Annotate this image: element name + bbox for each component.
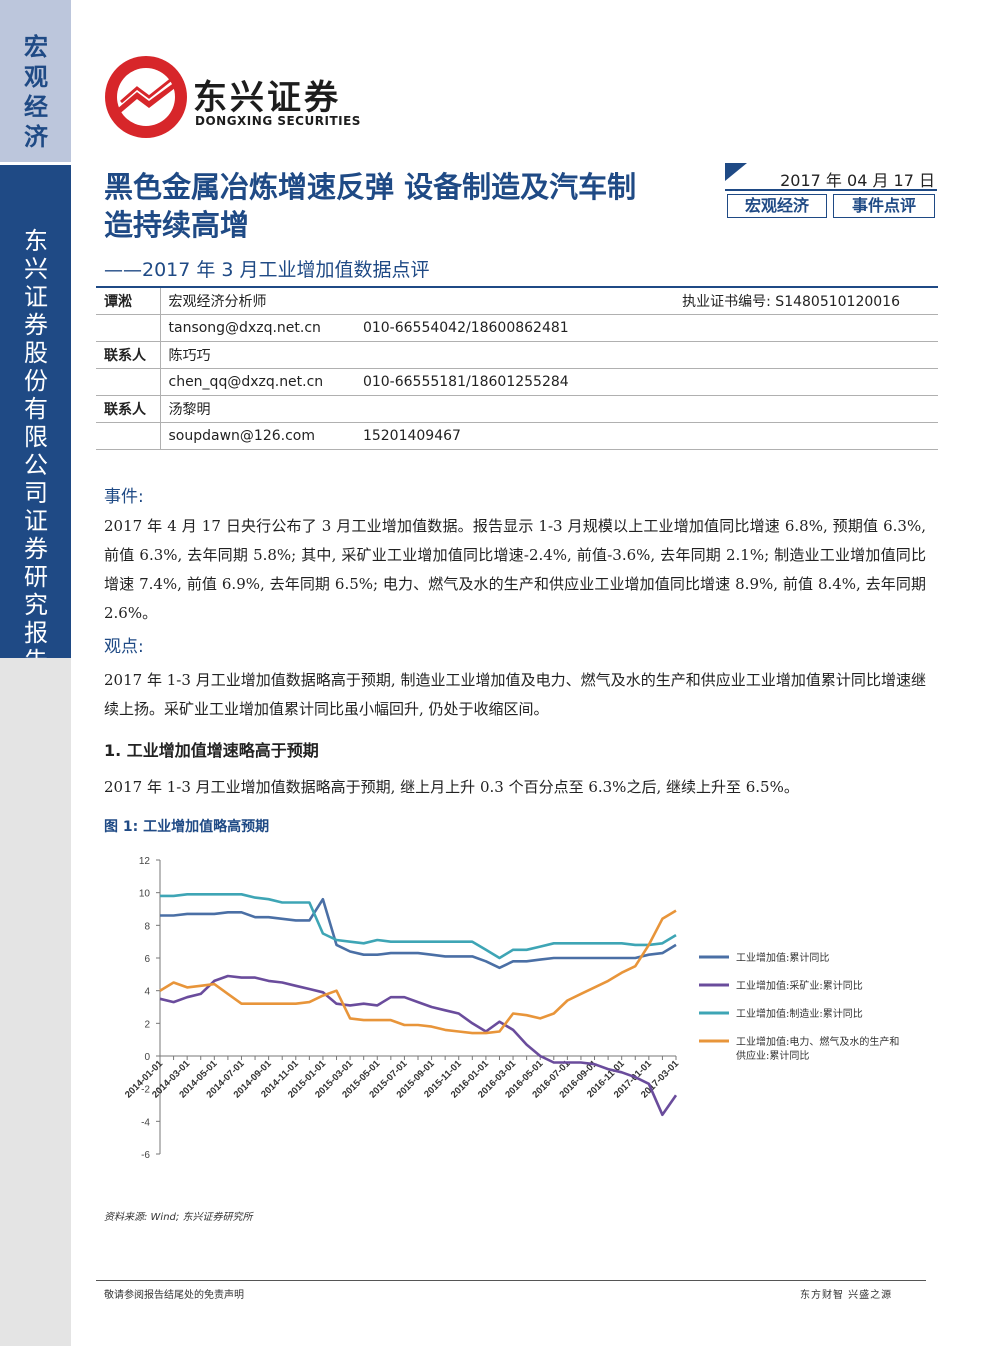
y-tick-label: -6 — [141, 1150, 150, 1161]
analyst-cert: 执业证书编号: S1480510120016 — [682, 293, 900, 310]
contact-detail-row: chen_qq@dxzq.net.cn 010-66555181/1860125… — [96, 368, 938, 396]
report-date: 2017 年 04 月 17 日 — [780, 171, 935, 190]
series-line — [159, 974, 678, 1117]
y-tick-label: 12 — [139, 856, 151, 867]
event-text: 2017 年 4 月 17 日央行公布了 3 月工业增加值数据。报告显示 1-3… — [104, 517, 926, 622]
side-category-band: 宏观经济 — [0, 0, 71, 162]
report-title: 黑色金属冶炼增速反弹 设备制造及汽车制造持续高增 — [104, 170, 637, 242]
section-heading: 1. 工业增加值增速略高于预期 — [104, 741, 319, 760]
y-tick-label: 8 — [144, 921, 150, 932]
date-corner-icon — [725, 163, 747, 181]
series-line — [160, 897, 677, 970]
contact-detail-row: soupdawn@126.com 15201409467 — [96, 422, 938, 450]
y-tick-label: 0 — [144, 1052, 150, 1063]
logo-emblem-icon — [105, 56, 187, 138]
logo-name: 东兴证券 — [193, 78, 341, 118]
chart-axes: -6-4-20246810122014-01-012014-03-012014-… — [123, 856, 682, 1161]
analyst-table: 谭淞 宏观经济分析师 执业证书编号: S1480510120016 tanson… — [96, 286, 938, 450]
side-category-label: 宏观经济 — [24, 33, 48, 151]
series-line — [159, 909, 677, 1035]
view-heading: 观点: — [104, 637, 144, 657]
contact-row: 联系人 汤黎明 — [96, 395, 938, 423]
y-tick-label: 10 — [139, 889, 151, 900]
contact-phone: 010-66555181/18601255284 — [362, 373, 569, 390]
company-logo: 东兴证券 DONGXING SECURITIES — [103, 50, 363, 145]
side-company-label: 东兴证券股份有限公司证券研究报告 — [24, 227, 48, 675]
line-chart: -6-4-20246810122014-01-012014-03-012014-… — [123, 856, 899, 1161]
legend-label: 工业增加值:采矿业:累计同比 — [736, 979, 863, 992]
contact-email[interactable]: chen_qq@dxzq.net.cn — [168, 373, 324, 390]
footer-divider — [96, 1280, 926, 1281]
contact-phone: 15201409467 — [362, 427, 461, 444]
analyst-contact-row: tansong@dxzq.net.cn 010-66554042/1860086… — [96, 314, 938, 342]
contact-email[interactable]: soupdawn@126.com — [168, 427, 315, 444]
side-company-band: 东兴证券股份有限公司证券研究报告 — [0, 165, 71, 675]
report-type-tag: 事件点评 — [833, 194, 935, 218]
series-line — [160, 892, 677, 960]
y-tick-label: 4 — [144, 987, 150, 998]
footer-disclaimer: 敬请参阅报告结尾处的免责声明 — [104, 1290, 244, 1301]
figure-source: 资料来源: Wind; 东兴证券研究所 — [104, 1212, 253, 1223]
analyst-email[interactable]: tansong@dxzq.net.cn — [168, 319, 321, 336]
contact-role: 联系人 — [96, 341, 161, 369]
report-subtitle: ——2017 年 3 月工业增加值数据点评 — [104, 259, 430, 281]
y-tick-label: -4 — [141, 1117, 150, 1128]
contact-row: 联系人 陈巧巧 — [96, 341, 938, 369]
chart-series-group — [159, 892, 678, 1117]
contact-role: 联系人 — [96, 395, 161, 423]
y-tick-label: 6 — [144, 954, 150, 965]
legend-label: 工业增加值:电力、燃气及水的生产和供应业:累计同比 — [736, 1035, 899, 1062]
view-text: 2017 年 1-3 月工业增加值数据略高于预期, 制造业工业增加值及电力、燃气… — [104, 671, 926, 718]
figure-title: 图 1: 工业增加值略高预期 — [104, 819, 270, 835]
section-text: 2017 年 1-3 月工业增加值数据略高于预期, 继上月上升 0.3 个百分点… — [104, 778, 799, 796]
analyst-row: 谭淞 宏观经济分析师 执业证书编号: S1480510120016 — [96, 286, 938, 315]
analyst-title: 宏观经济分析师 — [168, 293, 267, 310]
side-grey-band — [0, 658, 71, 1346]
analyst-phone: 010-66554042/18600862481 — [362, 319, 569, 336]
report-date-box: 2017 年 04 月 17 日 — [725, 163, 937, 191]
category-tag: 宏观经济 — [727, 194, 827, 218]
chart-legend: 工业增加值:累计同比工业增加值:采矿业:累计同比工业增加值:制造业:累计同比工业… — [699, 951, 899, 1062]
y-tick-label: 2 — [144, 1019, 150, 1030]
y-tick-label: -2 — [141, 1085, 150, 1096]
contact-name: 汤黎明 — [160, 395, 938, 423]
event-heading: 事件: — [104, 487, 144, 507]
contact-name: 陈巧巧 — [160, 341, 938, 369]
logo-name-en: DONGXING SECURITIES — [195, 114, 361, 128]
analyst-name: 谭淞 — [96, 286, 161, 315]
footer-slogan: 东方财智 兴盛之源 — [800, 1290, 893, 1301]
legend-label: 工业增加值:累计同比 — [736, 951, 829, 964]
legend-label: 工业增加值:制造业:累计同比 — [736, 1007, 863, 1020]
